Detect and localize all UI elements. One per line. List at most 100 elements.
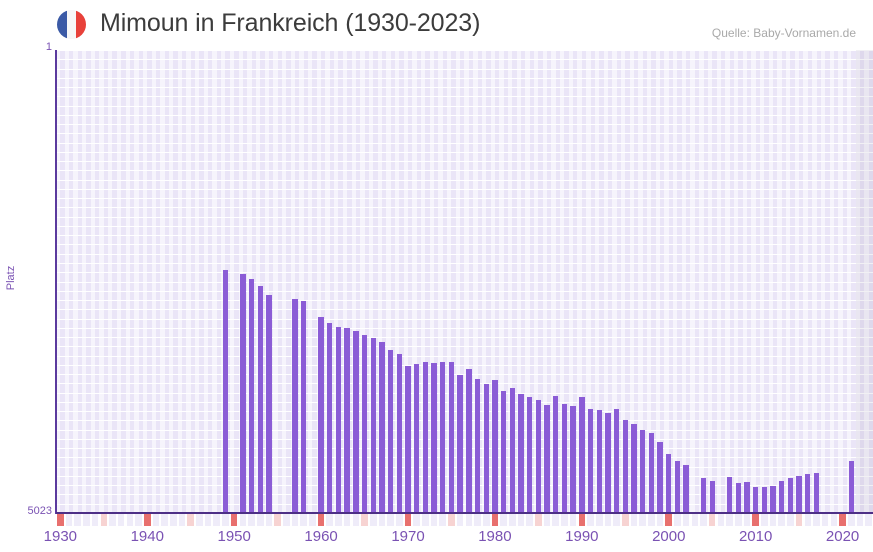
bar[interactable]: [387, 350, 394, 513]
bar[interactable]: [796, 476, 802, 513]
bar[interactable]: [666, 454, 672, 513]
bar[interactable]: [353, 331, 359, 513]
bar[interactable]: [813, 473, 820, 513]
grid-line-horizontal: [56, 217, 873, 218]
x-tick-minor: [648, 514, 655, 526]
bar[interactable]: [370, 338, 376, 513]
grid-column: [651, 50, 656, 513]
grid-column: [564, 50, 569, 513]
bar[interactable]: [613, 409, 620, 513]
bar[interactable]: [518, 394, 524, 513]
x-tick-minor: [787, 514, 794, 526]
grid-line-horizontal: [56, 402, 873, 403]
bar[interactable]: [570, 406, 576, 513]
bar[interactable]: [440, 362, 446, 513]
x-tick-minor: [717, 514, 725, 526]
bar[interactable]: [648, 433, 655, 513]
bar[interactable]: [266, 295, 272, 513]
bar[interactable]: [761, 487, 768, 513]
bar[interactable]: [683, 465, 689, 513]
grid-column: [286, 50, 291, 513]
grid-column: [773, 50, 778, 513]
bar[interactable]: [344, 328, 350, 513]
grid-line-horizontal: [56, 337, 873, 338]
bar[interactable]: [657, 442, 663, 513]
bar[interactable]: [448, 362, 455, 513]
grid-line-horizontal: [56, 170, 873, 171]
x-tick-minor: [474, 514, 481, 526]
bar[interactable]: [361, 335, 368, 513]
bar[interactable]: [492, 380, 498, 513]
bar[interactable]: [770, 486, 776, 513]
bar[interactable]: [301, 301, 307, 513]
grid-line-horizontal: [56, 272, 873, 273]
x-tick-minor: [482, 514, 490, 526]
grid-line-horizontal: [56, 374, 873, 375]
plot-area: [56, 50, 873, 513]
bar[interactable]: [639, 430, 646, 513]
bar[interactable]: [414, 364, 420, 513]
bar[interactable]: [222, 270, 229, 513]
bar[interactable]: [579, 397, 585, 513]
grid-column: [121, 50, 126, 513]
grid-column: [599, 50, 604, 513]
bar[interactable]: [553, 396, 559, 513]
bar[interactable]: [240, 274, 246, 513]
grid-column: [182, 50, 187, 513]
grid-column: [633, 50, 639, 513]
bar[interactable]: [500, 391, 507, 513]
bar[interactable]: [596, 410, 602, 513]
x-tick-minor: [456, 514, 464, 526]
bar[interactable]: [474, 379, 481, 513]
bar[interactable]: [483, 384, 489, 513]
bar[interactable]: [466, 369, 472, 513]
bar[interactable]: [318, 317, 324, 513]
bar[interactable]: [422, 362, 429, 513]
bar[interactable]: [544, 405, 550, 513]
grid-line-horizontal: [56, 393, 873, 394]
grid-column: [129, 50, 135, 513]
x-axis-tick-label: 2000: [652, 528, 686, 545]
bar[interactable]: [709, 481, 715, 513]
bar[interactable]: [379, 342, 385, 513]
grid-column: [833, 50, 839, 513]
bar[interactable]: [535, 400, 542, 513]
x-tick-major: [578, 514, 586, 526]
grid-line-horizontal: [56, 467, 873, 468]
bar[interactable]: [779, 481, 785, 513]
x-tick-minor: [761, 514, 768, 526]
grid-line-horizontal: [56, 383, 873, 384]
bar[interactable]: [700, 478, 707, 513]
bar[interactable]: [431, 363, 437, 513]
x-tick-minor: [100, 514, 108, 526]
bar[interactable]: [509, 388, 515, 513]
bar[interactable]: [622, 420, 628, 513]
bar[interactable]: [752, 487, 759, 513]
bar[interactable]: [674, 461, 681, 513]
bar[interactable]: [335, 327, 342, 513]
bar[interactable]: [248, 279, 255, 513]
bar[interactable]: [457, 375, 463, 513]
bar[interactable]: [292, 299, 298, 513]
grid-column: [859, 50, 865, 513]
bar[interactable]: [744, 482, 750, 513]
bar[interactable]: [787, 478, 794, 513]
bar[interactable]: [605, 413, 611, 513]
grid-line-horizontal: [56, 244, 873, 245]
bar[interactable]: [587, 409, 594, 513]
bar[interactable]: [848, 461, 854, 513]
bar[interactable]: [805, 474, 811, 513]
bar[interactable]: [327, 323, 333, 513]
bar[interactable]: [726, 477, 733, 513]
bar[interactable]: [526, 397, 533, 513]
bar[interactable]: [735, 483, 741, 513]
flag-stripe-red: [76, 10, 86, 39]
bar[interactable]: [561, 404, 568, 513]
bar[interactable]: [257, 286, 263, 513]
bar[interactable]: [631, 424, 637, 513]
grid-column: [173, 50, 178, 513]
x-axis-tick-band: [56, 514, 873, 526]
bar[interactable]: [405, 366, 411, 513]
grid-line-horizontal: [56, 198, 873, 199]
bar[interactable]: [396, 354, 402, 513]
